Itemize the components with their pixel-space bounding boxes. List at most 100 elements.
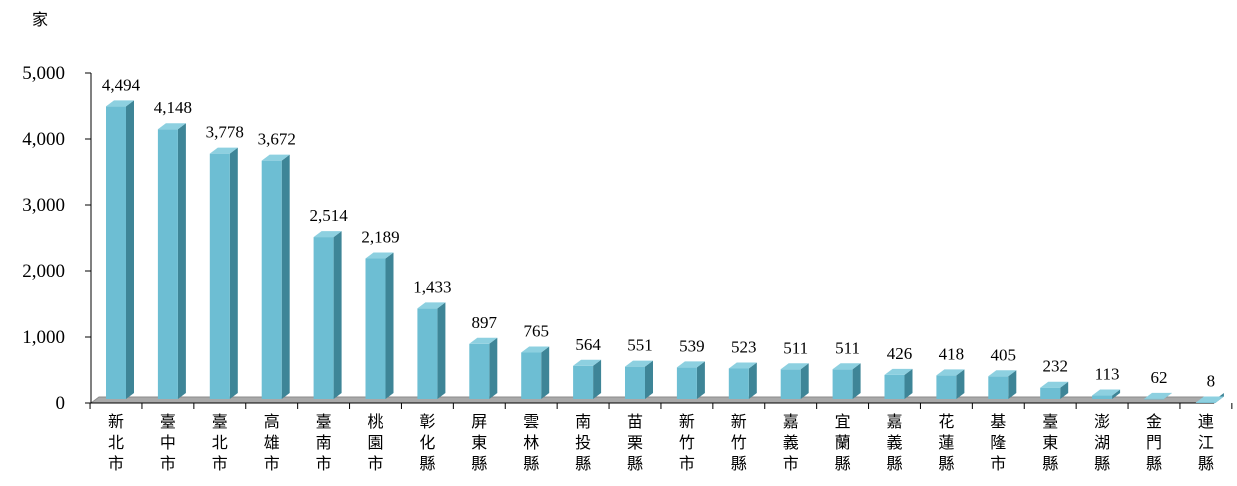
bar-front <box>780 369 801 399</box>
data-label: 426 <box>887 344 913 363</box>
bar <box>676 361 705 399</box>
bar-top <box>780 363 809 370</box>
x-tick-label: 南投縣 <box>575 412 591 473</box>
bar-front <box>521 352 542 399</box>
data-label: 2,514 <box>309 206 348 225</box>
bar-front <box>884 374 905 399</box>
data-label: 511 <box>783 338 808 357</box>
bar <box>1040 381 1069 399</box>
x-tick-label: 澎湖縣 <box>1094 412 1110 473</box>
data-label: 232 <box>1042 357 1068 376</box>
x-tick-label: 宜蘭縣 <box>835 412 851 473</box>
bar-side <box>593 359 602 399</box>
bar <box>261 154 290 399</box>
bar-top <box>625 360 653 367</box>
data-label: 523 <box>731 337 757 356</box>
x-tick-labels: 新北市 臺中市 臺北市 高雄市 臺南市 桃園市 彰化縣 屏東縣 雲林縣 南投縣 苗栗縣 新竹市 新竹縣 嘉… <box>108 412 1214 473</box>
data-label: 8 <box>1207 371 1216 390</box>
bar-side <box>904 368 913 399</box>
x-tick-label: 金門縣 <box>1146 412 1162 473</box>
bar-top <box>728 362 757 369</box>
x-tick-label: 嘉義市 <box>783 412 799 473</box>
bar-side <box>645 360 653 399</box>
bar-front <box>1040 387 1061 399</box>
bar-front <box>728 368 749 399</box>
bar-side <box>177 123 186 400</box>
x-tick-label: 基隆市 <box>990 412 1006 473</box>
x-tick-label: 桃園市 <box>367 412 383 473</box>
x-tick-label: 臺北市 <box>212 412 228 473</box>
bar-side <box>437 302 446 399</box>
x-tick-label: 花蓮縣 <box>938 412 954 473</box>
bar-side <box>1008 370 1017 399</box>
bar-front <box>1144 398 1164 400</box>
bar-side <box>748 362 757 399</box>
x-tick-label: 嘉義縣 <box>886 412 902 473</box>
bar-front <box>1195 402 1216 403</box>
bar-top <box>365 252 394 259</box>
x-tick-label: 臺南市 <box>316 412 332 473</box>
bar-top <box>1040 381 1069 388</box>
bar-front <box>417 308 438 399</box>
bar-top <box>936 369 965 376</box>
bar <box>988 370 1017 399</box>
bar-top <box>261 154 290 161</box>
data-label: 4,148 <box>154 98 192 117</box>
bar-side <box>696 361 705 399</box>
bar-front <box>106 106 126 399</box>
bar <box>625 360 653 399</box>
bar-front <box>313 237 334 399</box>
bar-top <box>884 368 913 375</box>
bar <box>1144 392 1172 400</box>
bars <box>106 100 1224 403</box>
y-tick-label: 5,000 <box>22 63 65 84</box>
y-tick-labels: 0 1,000 2,000 3,000 4,000 5,000 <box>22 63 65 414</box>
bar-top <box>832 363 861 370</box>
x-tick-label: 新竹市 <box>679 412 695 473</box>
bar-front <box>365 258 386 399</box>
x-tick-label: 屏東縣 <box>471 412 487 473</box>
bar-front <box>573 365 594 399</box>
data-label: 418 <box>939 344 965 363</box>
bar-top <box>1144 392 1172 399</box>
bar <box>157 123 186 400</box>
bar-side <box>1060 381 1069 399</box>
data-label: 2,189 <box>361 228 399 247</box>
bar-top <box>573 359 602 366</box>
bar <box>313 231 342 399</box>
bar <box>106 100 134 400</box>
bar-top <box>1092 389 1121 396</box>
bar-front <box>832 369 853 399</box>
bar-front <box>209 153 230 399</box>
bar-side <box>229 147 238 399</box>
bar-front <box>261 160 282 399</box>
bar-side <box>956 369 965 399</box>
data-label: 765 <box>523 322 549 341</box>
bar-top <box>1195 396 1224 403</box>
bar-top <box>313 231 342 238</box>
bar <box>1195 393 1224 403</box>
data-label: 511 <box>835 338 860 357</box>
bar <box>469 337 498 399</box>
bar-front <box>1092 395 1113 399</box>
bar-front <box>625 366 645 399</box>
bar-top <box>676 361 705 368</box>
x-tick-label: 臺東縣 <box>1042 412 1058 473</box>
bar <box>728 362 757 399</box>
x-tick-label: 連江縣 <box>1198 412 1214 473</box>
y-tick-label: 2,000 <box>22 261 65 282</box>
bar-front <box>469 343 490 399</box>
axes <box>85 72 1233 409</box>
bar-side <box>1112 389 1121 399</box>
bar-side <box>126 100 134 400</box>
x-tick-label: 新竹縣 <box>731 412 747 473</box>
bar-side <box>800 363 809 399</box>
x-tick-label: 彰化縣 <box>419 412 435 473</box>
bar-side <box>852 363 861 399</box>
bar <box>884 368 913 399</box>
x-tick-label: 苗栗縣 <box>627 412 643 473</box>
bar-top <box>106 100 134 107</box>
bar-side <box>281 154 290 399</box>
bar <box>936 369 965 399</box>
data-label: 113 <box>1095 365 1120 384</box>
